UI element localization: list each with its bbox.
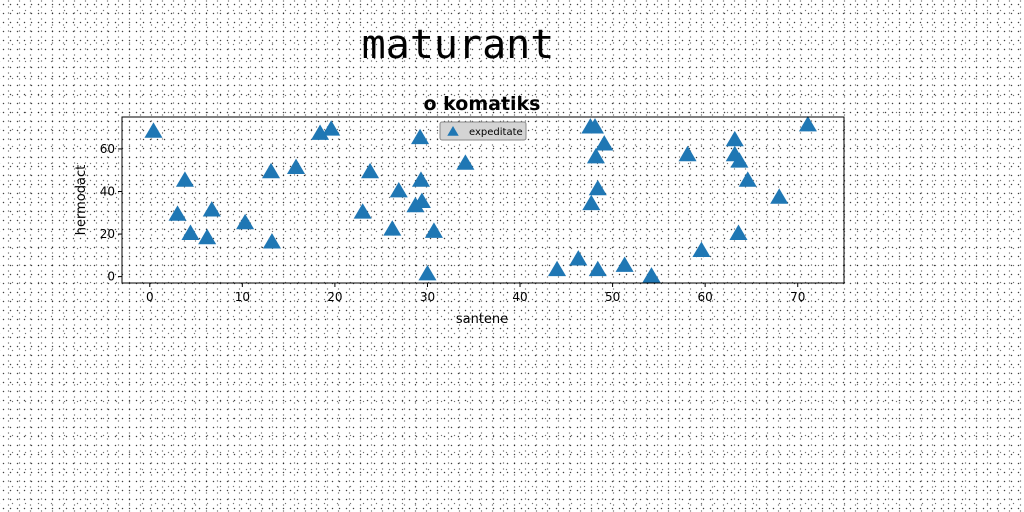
plot-frame (121, 116, 845, 284)
y-tick-label: 0 (107, 270, 115, 284)
data-point (692, 241, 711, 257)
y-tick-label: 20 (100, 227, 115, 241)
y-axis: 0 20 40 60 (100, 142, 122, 284)
data-point (569, 250, 588, 266)
data-point (418, 264, 437, 281)
data-point (770, 188, 789, 204)
data-point (175, 171, 194, 187)
data-point (236, 213, 255, 230)
x-tick-label: 10 (235, 290, 250, 304)
data-point (678, 145, 697, 162)
data-point (595, 135, 614, 151)
x-tick-label: 0 (146, 290, 154, 304)
data-point (588, 179, 607, 196)
data-point (286, 158, 306, 174)
data-point (389, 181, 408, 198)
data-point (730, 152, 749, 168)
data-point (383, 220, 402, 236)
x-tick-label: 70 (790, 290, 805, 304)
chart-title: o komatiks (423, 93, 540, 115)
data-point (615, 256, 634, 272)
data-point (361, 162, 380, 179)
data-point (798, 116, 817, 132)
data-point (202, 201, 221, 217)
data-point (168, 205, 187, 221)
data-point (424, 222, 443, 238)
data-point (586, 147, 605, 164)
data-point (198, 228, 217, 245)
data-point (353, 203, 372, 219)
data-point (411, 128, 430, 145)
data-point (262, 233, 281, 249)
x-tick-label: 50 (605, 290, 620, 304)
data-point (588, 260, 607, 277)
data-point (411, 171, 431, 187)
data-point (738, 171, 757, 187)
page-title: maturant (361, 22, 555, 68)
x-tick-label: 30 (420, 290, 435, 304)
y-axis-label: hermodact (74, 165, 89, 235)
x-axis-label: santene (456, 312, 508, 327)
x-axis: 0 10 20 30 40 50 60 70 (146, 283, 805, 304)
data-point (456, 154, 475, 170)
data-point (262, 162, 281, 179)
data-point (322, 120, 341, 136)
data-point (582, 194, 601, 211)
legend-marker (447, 126, 459, 136)
data-point (642, 267, 661, 283)
data-point (725, 130, 744, 147)
x-tick-label: 40 (512, 290, 527, 304)
x-tick-label: 60 (698, 290, 713, 304)
y-tick-label: 40 (100, 184, 115, 198)
data-point (181, 224, 200, 240)
legend: expeditate (439, 121, 527, 141)
data-point (548, 260, 567, 277)
y-tick-label: 60 (100, 142, 115, 156)
data-point (311, 124, 330, 140)
data-point (144, 122, 163, 138)
plot-area (144, 116, 817, 283)
legend-label: expeditate (469, 127, 523, 138)
data-point (729, 224, 748, 240)
x-tick-label: 20 (327, 290, 342, 304)
data-point (585, 118, 605, 134)
legend-box (439, 121, 527, 141)
data-point (412, 192, 431, 209)
